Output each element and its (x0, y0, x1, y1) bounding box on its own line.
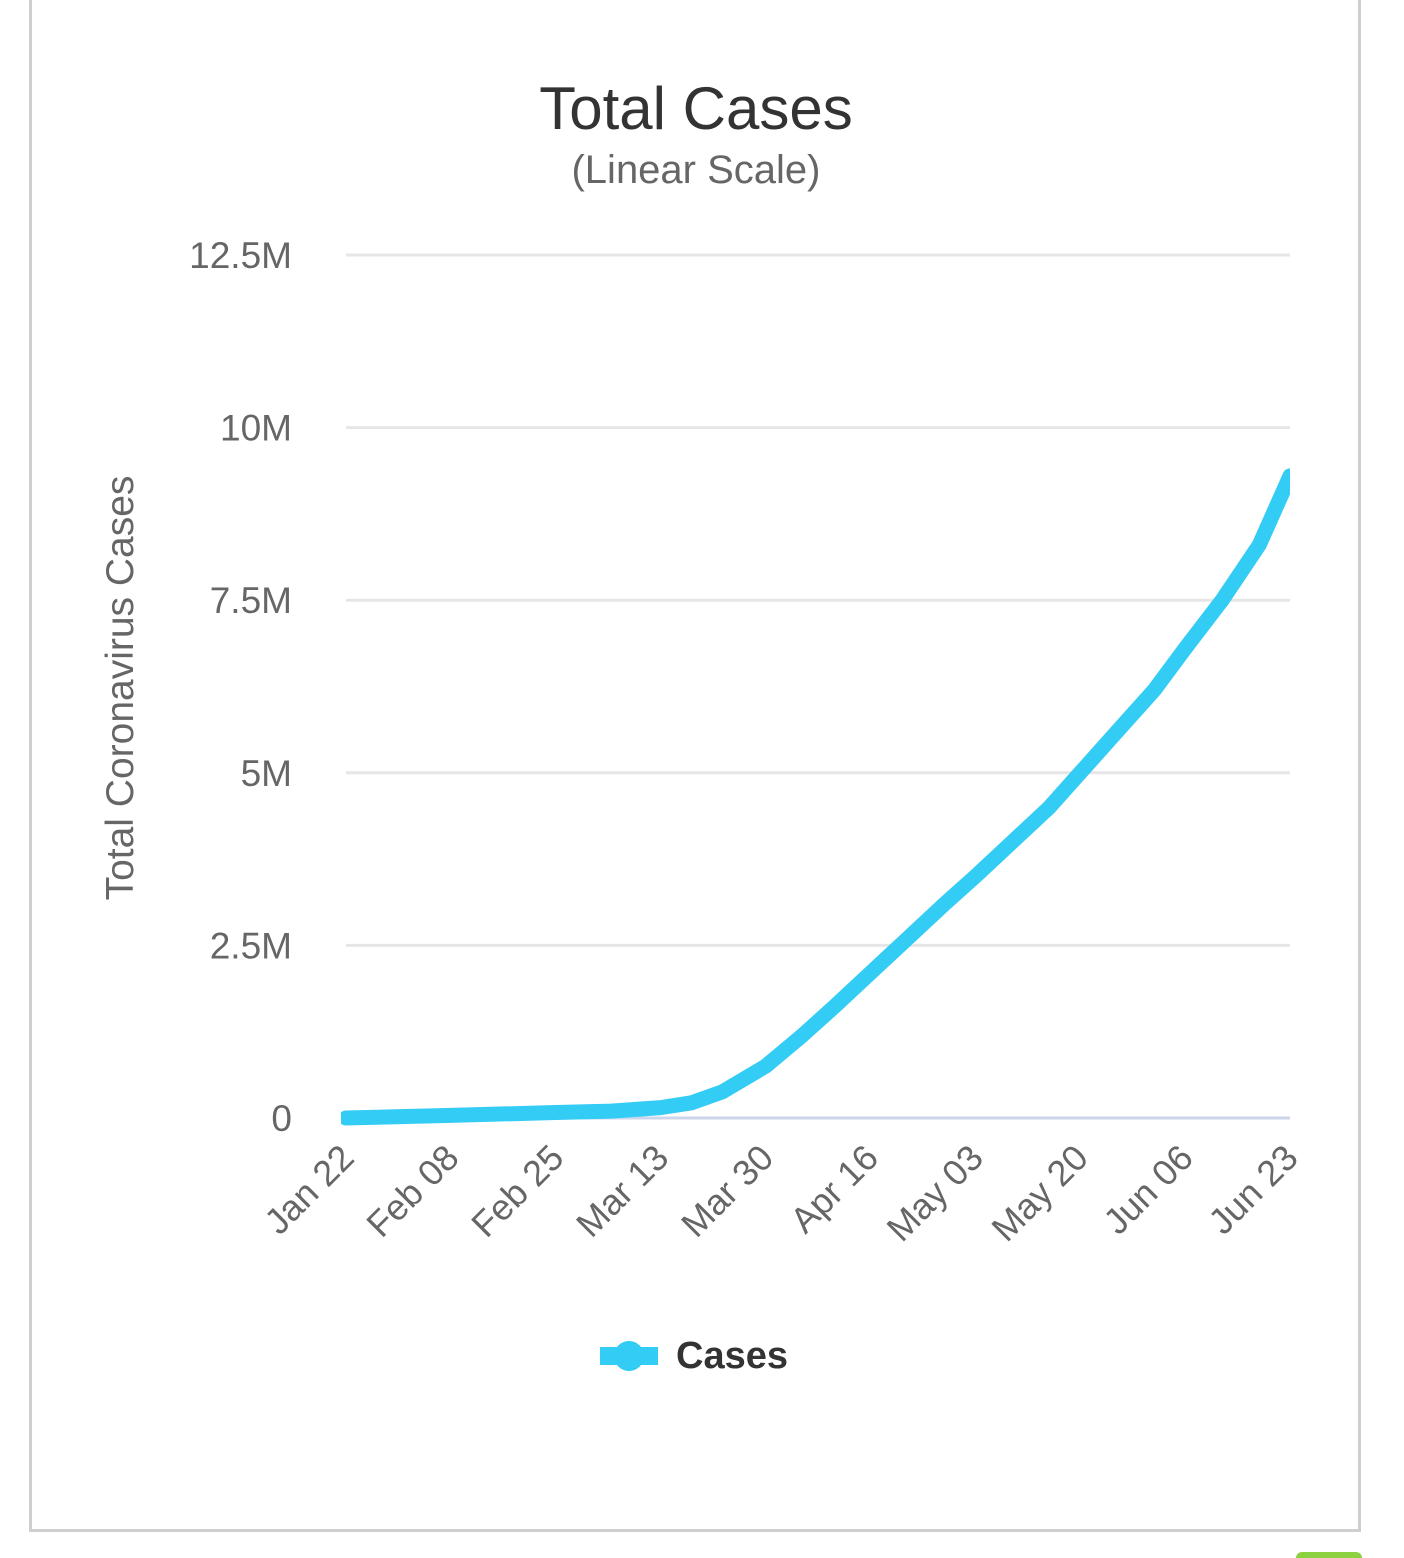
legend-label: Cases (676, 1334, 788, 1377)
x-tick-label: Mar 13 (568, 1137, 676, 1245)
x-tick-label: May 20 (983, 1137, 1095, 1249)
chart-subtitle: (Linear Scale) (571, 148, 821, 192)
y-tick-label: 12.5M (189, 235, 292, 276)
y-tick-label: 0 (271, 1098, 292, 1139)
chart-title: Total Cases (539, 75, 853, 142)
y-tick-label: 10M (220, 408, 292, 449)
y-tick-label: 5M (241, 753, 292, 794)
x-tick-label: Jun 23 (1200, 1137, 1305, 1242)
x-tick-label: Feb 08 (358, 1137, 466, 1245)
corner-tab (1296, 1552, 1362, 1558)
y-axis-ticks: 0 2.5M 5M 7.5M 10M 12.5M (189, 235, 292, 1139)
x-tick-label: Jan 22 (256, 1137, 361, 1242)
legend-item-cases[interactable]: Cases (600, 1332, 788, 1380)
x-tick-label: May 03 (879, 1137, 991, 1249)
line-marker-icon (600, 1332, 658, 1380)
series-line-cases (341, 468, 1290, 1126)
x-tick-label: Jun 06 (1095, 1137, 1200, 1242)
x-tick-label: Apr 16 (782, 1137, 886, 1241)
series-cases[interactable] (341, 468, 1290, 1126)
y-tick-label: 2.5M (210, 925, 292, 966)
x-tick-label: Feb 25 (463, 1137, 571, 1245)
y-tick-label: 7.5M (210, 580, 292, 621)
y-gridlines (346, 253, 1290, 1120)
x-tick-label: Mar 30 (673, 1137, 781, 1245)
